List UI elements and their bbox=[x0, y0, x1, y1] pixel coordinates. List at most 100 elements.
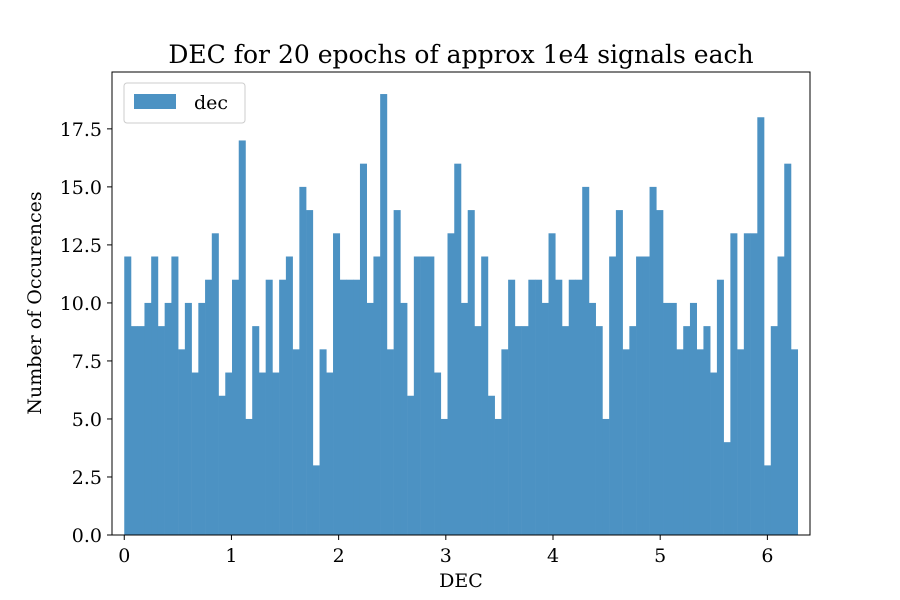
x-tick-label: 1 bbox=[225, 545, 237, 567]
histogram-bar bbox=[790, 349, 799, 535]
histogram-bar bbox=[582, 186, 590, 535]
histogram-bar bbox=[393, 210, 401, 535]
x-tick-label: 6 bbox=[761, 545, 773, 567]
histogram-bar bbox=[676, 349, 684, 535]
histogram-bar bbox=[575, 279, 583, 535]
histogram-bar bbox=[299, 186, 307, 535]
histogram-bar bbox=[649, 186, 657, 535]
x-ticks-group: 0 1 2 3 4 5 6 bbox=[118, 535, 773, 567]
histogram-bar bbox=[339, 279, 347, 535]
histogram-bar bbox=[245, 418, 253, 535]
histogram-bar bbox=[218, 395, 226, 535]
legend: dec bbox=[123, 82, 246, 124]
y-tick-label: 17.5 bbox=[60, 119, 102, 141]
histogram-bar bbox=[609, 256, 617, 535]
histogram-bar bbox=[447, 233, 455, 536]
histogram-bar bbox=[272, 372, 280, 535]
histogram-bar bbox=[198, 302, 206, 535]
histogram-bar bbox=[696, 349, 704, 535]
y-tick-label: 7.5 bbox=[72, 351, 102, 373]
histogram-bar bbox=[454, 163, 462, 536]
histogram-bar bbox=[642, 256, 650, 535]
x-axis-label: DEC bbox=[439, 570, 483, 592]
legend-box bbox=[123, 82, 246, 124]
y-tick-label: 5.0 bbox=[72, 409, 102, 431]
histogram-bar bbox=[528, 279, 536, 535]
histogram-bar bbox=[501, 349, 509, 535]
histogram-bar bbox=[413, 256, 421, 535]
histogram-bar bbox=[366, 302, 374, 535]
histogram-bar bbox=[265, 279, 273, 535]
histogram-bar bbox=[191, 372, 199, 535]
histogram-bar bbox=[252, 326, 260, 535]
histogram-bar bbox=[312, 465, 320, 535]
legend-swatch-dec bbox=[134, 94, 176, 109]
histogram-bar bbox=[588, 302, 596, 535]
histogram-bar bbox=[440, 418, 448, 535]
histogram-bar bbox=[622, 349, 630, 535]
histogram-bar bbox=[521, 326, 529, 535]
histogram-bar bbox=[602, 418, 610, 535]
histogram-bar bbox=[750, 233, 758, 536]
histogram-bar bbox=[716, 279, 724, 535]
histogram-bar bbox=[205, 279, 213, 535]
histogram-bar bbox=[238, 140, 246, 535]
histogram-bar bbox=[764, 465, 772, 535]
histogram-bar bbox=[171, 256, 179, 535]
x-tick-label: 5 bbox=[654, 545, 666, 567]
histogram-bar bbox=[562, 326, 570, 535]
histogram-bar bbox=[535, 279, 543, 535]
histogram-bar bbox=[737, 349, 745, 535]
histogram-bar bbox=[460, 302, 469, 535]
histogram-bar bbox=[285, 256, 293, 535]
y-ticks-group: 0.0 2.5 5.0 7.5 10.0 12.5 15.0 17.5 bbox=[60, 119, 112, 547]
histogram-bar bbox=[474, 326, 482, 535]
histogram-bar bbox=[232, 279, 240, 535]
histogram-bar bbox=[178, 349, 186, 535]
histogram-bar bbox=[333, 233, 341, 536]
x-tick-label: 2 bbox=[333, 545, 345, 567]
histogram-bar bbox=[689, 302, 697, 535]
histogram-bar bbox=[487, 395, 495, 535]
histogram-bar bbox=[467, 210, 475, 535]
histogram-bar bbox=[386, 349, 394, 535]
histogram-bar bbox=[710, 372, 718, 535]
histogram-bar bbox=[151, 256, 159, 535]
histogram-bar bbox=[656, 210, 664, 535]
y-tick-label: 15.0 bbox=[60, 177, 102, 199]
histogram-bar bbox=[595, 326, 603, 535]
histogram-bar bbox=[157, 326, 165, 535]
bars-group bbox=[124, 94, 799, 536]
histogram-bar bbox=[137, 326, 145, 535]
histogram-bar bbox=[211, 233, 219, 536]
histogram-bar bbox=[508, 279, 516, 535]
histogram-bar bbox=[723, 442, 731, 535]
histogram-bar bbox=[481, 256, 489, 535]
y-tick-label: 12.5 bbox=[60, 235, 102, 257]
y-axis-label: Number of Occurences bbox=[24, 191, 46, 414]
histogram-bar bbox=[144, 302, 152, 535]
x-tick-label: 0 bbox=[118, 545, 130, 567]
histogram-bar bbox=[743, 233, 751, 536]
histogram-bar bbox=[279, 279, 287, 535]
histogram-bar bbox=[225, 372, 233, 535]
histogram-bar bbox=[346, 279, 354, 535]
histogram-bar bbox=[669, 302, 677, 535]
histogram-bar bbox=[306, 210, 314, 535]
histogram-bar bbox=[555, 279, 563, 535]
histogram-bar bbox=[514, 326, 522, 535]
histogram-bar bbox=[757, 117, 765, 535]
histogram-bar bbox=[427, 256, 435, 535]
histogram-bar bbox=[541, 302, 549, 535]
histogram-bar bbox=[494, 418, 502, 535]
histogram-bar bbox=[407, 395, 415, 535]
histogram-bar bbox=[319, 349, 327, 535]
histogram-bar bbox=[548, 233, 556, 536]
histogram-bar bbox=[258, 372, 266, 535]
histogram-bar bbox=[130, 326, 139, 535]
histogram-bar bbox=[124, 256, 132, 535]
histogram-bar bbox=[777, 256, 785, 535]
histogram-bar bbox=[615, 210, 623, 535]
histogram-bar bbox=[184, 302, 192, 535]
